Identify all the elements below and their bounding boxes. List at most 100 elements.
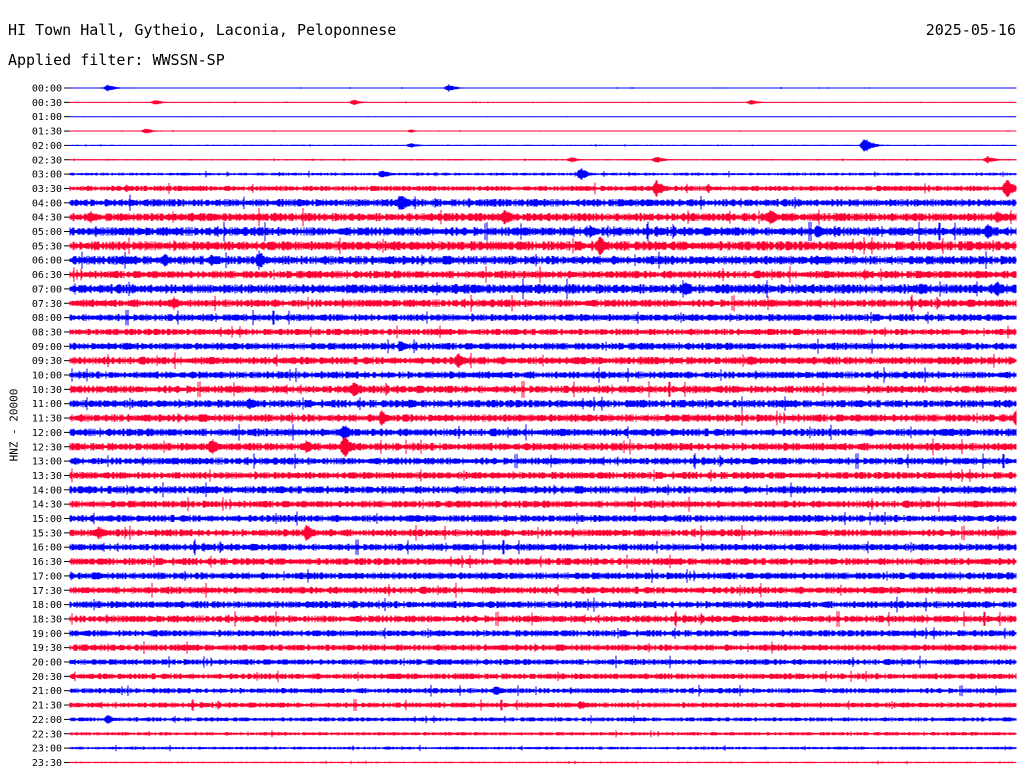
row-label: 15:30 <box>32 528 62 539</box>
row-label: 04:00 <box>32 198 62 209</box>
row-label: 17:00 <box>32 571 62 582</box>
trace-line <box>69 84 1017 92</box>
trace-line <box>69 294 1017 312</box>
row-label: 09:30 <box>32 356 62 367</box>
row-label: 17:30 <box>32 586 62 597</box>
trace-line <box>69 139 1017 152</box>
row-label: 19:30 <box>32 643 62 654</box>
trace-line <box>69 554 1017 569</box>
trace-line <box>69 266 1017 283</box>
row-label: 22:00 <box>32 715 62 726</box>
row-label: 08:00 <box>32 313 62 324</box>
trace-line <box>69 744 1017 752</box>
row-label: 02:30 <box>32 155 62 166</box>
row-label: 15:00 <box>32 514 62 525</box>
row-label: 04:30 <box>32 213 62 224</box>
row-label: 10:30 <box>32 385 62 396</box>
trace-line <box>69 655 1017 669</box>
row-label: 05:30 <box>32 241 62 252</box>
trace-line <box>69 309 1017 326</box>
row-label: 19:00 <box>32 629 62 640</box>
trace-line <box>69 221 1017 242</box>
trace-line <box>69 128 1017 134</box>
row-label: 00:30 <box>32 98 62 109</box>
row-label: 20:30 <box>32 672 62 683</box>
row-label: 13:00 <box>32 457 62 468</box>
trace-line <box>69 168 1017 180</box>
row-label: 23:00 <box>32 744 62 755</box>
trace-line <box>69 511 1017 526</box>
trace-line <box>69 715 1017 724</box>
trace-line <box>69 410 1017 426</box>
row-label: 09:00 <box>32 342 62 353</box>
row-label: 02:00 <box>32 141 62 152</box>
row-label: 01:30 <box>32 127 62 138</box>
trace-line <box>69 338 1017 354</box>
trace-line <box>69 582 1017 598</box>
trace-line <box>69 730 1017 738</box>
row-label: 08:30 <box>32 327 62 338</box>
trace-line <box>69 496 1017 512</box>
trace-line <box>69 641 1017 654</box>
trace-line <box>69 236 1017 255</box>
trace-line <box>69 525 1017 541</box>
row-label: 05:00 <box>32 227 62 238</box>
trace-line <box>69 250 1017 270</box>
trace-line <box>69 194 1017 211</box>
row-label: 18:30 <box>32 614 62 625</box>
row-label: 03:00 <box>32 170 62 181</box>
trace-line <box>69 760 1017 765</box>
row-label: 06:00 <box>32 256 62 267</box>
trace-line <box>69 424 1017 441</box>
trace-line <box>69 627 1017 640</box>
trace-line <box>69 453 1017 469</box>
row-label: 14:00 <box>32 485 62 496</box>
trace-line <box>69 99 1017 105</box>
trace-line <box>69 684 1017 697</box>
row-label: 13:30 <box>32 471 62 482</box>
trace-line <box>69 278 1017 300</box>
trace-line <box>69 396 1017 412</box>
trace-line <box>69 596 1017 613</box>
trace-line <box>69 670 1017 683</box>
trace-line <box>69 180 1017 197</box>
row-label: 12:30 <box>32 442 62 453</box>
row-label: 14:30 <box>32 500 62 511</box>
row-label: 11:30 <box>32 414 62 425</box>
row-label: 21:00 <box>32 686 62 697</box>
row-label: 07:00 <box>32 284 62 295</box>
row-label: 21:30 <box>32 701 62 712</box>
trace-line <box>69 380 1017 398</box>
row-label: 06:30 <box>32 270 62 281</box>
row-label: 10:00 <box>32 371 62 382</box>
row-label: 00:00 <box>32 84 62 95</box>
row-label: 12:00 <box>32 428 62 439</box>
trace-line <box>69 539 1017 556</box>
row-label: 23:30 <box>32 758 62 769</box>
row-label: 01:00 <box>32 112 62 123</box>
row-label: 07:30 <box>32 299 62 310</box>
trace-line <box>69 436 1017 457</box>
trace-line <box>69 699 1017 711</box>
row-label: 11:00 <box>32 399 62 410</box>
trace-line <box>69 482 1017 498</box>
trace-line <box>69 208 1017 227</box>
trace-line <box>69 156 1017 164</box>
filter-label: Applied filter: WWSSN-SP <box>8 51 225 69</box>
row-label: 03:30 <box>32 184 62 195</box>
trace-line <box>69 367 1017 383</box>
row-label: 22:30 <box>32 729 62 740</box>
row-label: 20:00 <box>32 658 62 669</box>
date-label: 2025-05-16 <box>925 21 1016 39</box>
trace-line <box>69 468 1017 483</box>
trace-line <box>69 116 1017 118</box>
trace-line <box>69 611 1017 627</box>
station-title: HI Town Hall, Gytheio, Laconia, Peloponn… <box>8 21 397 39</box>
trace-line <box>69 568 1017 583</box>
row-label: 16:00 <box>32 543 62 554</box>
row-label: 16:30 <box>32 557 62 568</box>
trace-line <box>69 325 1017 339</box>
row-label: 18:00 <box>32 600 62 611</box>
trace-line <box>69 352 1017 369</box>
